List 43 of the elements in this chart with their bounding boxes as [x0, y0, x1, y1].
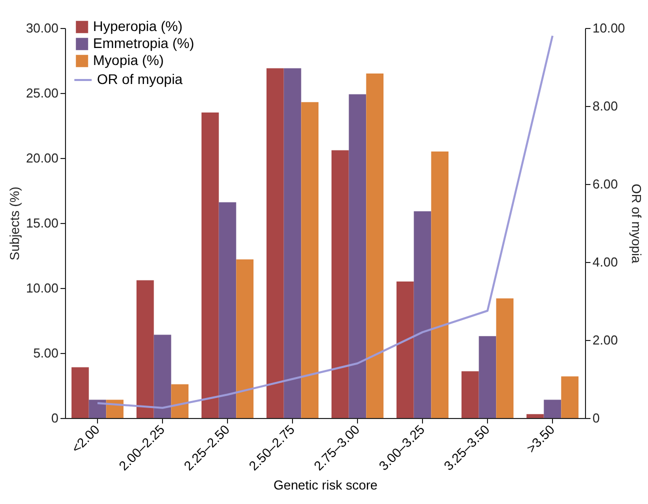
bar — [561, 376, 578, 418]
bar — [301, 102, 318, 418]
bar — [88, 400, 106, 418]
y2-tick-label: 4.00 — [592, 254, 618, 270]
bar — [431, 152, 448, 418]
y-tick-label: 20.00 — [26, 150, 58, 166]
bar — [154, 334, 172, 418]
y-tick-label: 15.00 — [26, 216, 58, 230]
bar — [496, 298, 514, 418]
bar — [396, 282, 414, 418]
bar — [202, 112, 219, 418]
legend-label: OR of myopia — [97, 71, 183, 87]
x-axis-title: Genetic risk score — [273, 477, 378, 492]
y-tick-label: 30.00 — [26, 20, 58, 36]
bar — [171, 384, 188, 418]
y2-tick-label: 6.00 — [592, 176, 618, 192]
bar — [332, 150, 349, 418]
bar — [72, 367, 89, 418]
bar — [414, 211, 432, 418]
y2-tick-label: 2.00 — [592, 332, 618, 348]
legend-label: Emmetropia (%) — [93, 35, 194, 51]
y2-axis-title: OR of myopia — [629, 184, 644, 264]
y2-tick-label: 0 — [592, 410, 600, 426]
bar — [218, 202, 236, 418]
y-tick-label: 25.00 — [26, 86, 58, 100]
bar — [136, 280, 154, 418]
y2-tick-label: 8.00 — [592, 98, 618, 114]
bar — [366, 74, 384, 418]
bar — [236, 259, 254, 418]
legend-label: Myopia (%) — [93, 52, 164, 68]
y-tick-label: 10.00 — [26, 280, 58, 296]
bar — [526, 414, 544, 418]
bar — [544, 400, 562, 418]
bar — [478, 336, 496, 418]
y-axis-title: Subjects (%) — [6, 186, 22, 260]
bar — [348, 94, 366, 418]
bar — [284, 68, 302, 418]
bar — [266, 68, 284, 418]
y-tick-label: 0 — [51, 410, 58, 426]
bar — [462, 371, 479, 418]
y-tick-label: 5.00 — [33, 346, 58, 360]
y2-tick-label: 10.00 — [592, 20, 626, 36]
legend-label: Hyperopia (%) — [93, 18, 182, 34]
